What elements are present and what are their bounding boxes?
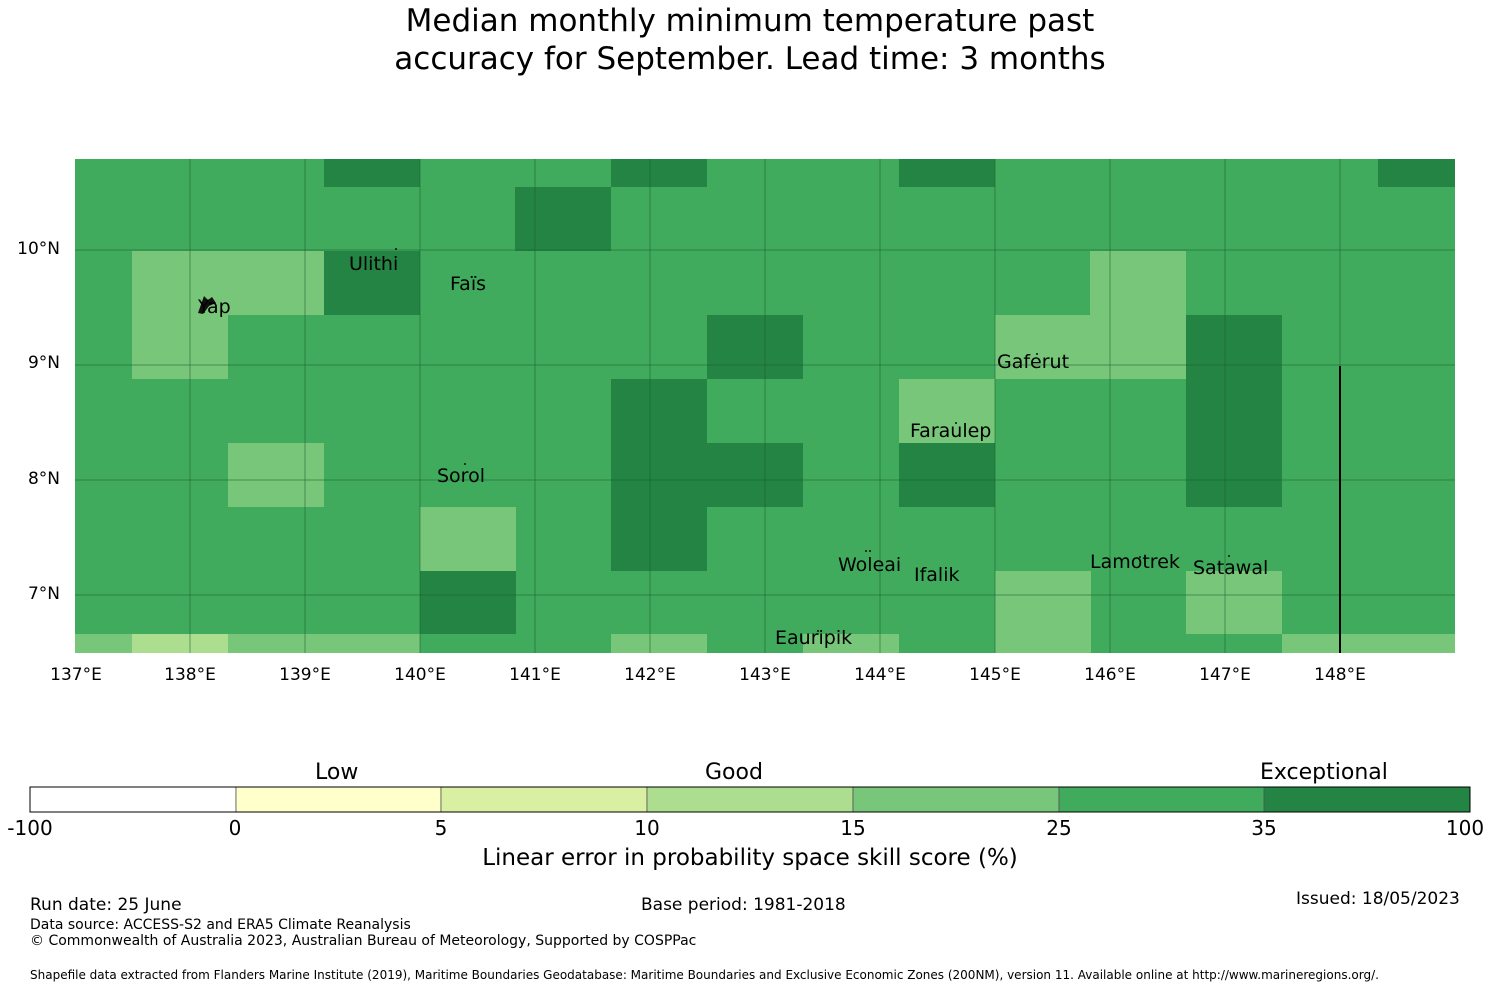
skill-cell-good-mid [132,251,324,315]
graticule [75,159,1455,653]
skill-cell-exceptional-dark [707,315,803,379]
run-date: Run date: 25 June [30,895,182,915]
colorbar [29,786,1471,813]
woleai-island-dot [865,550,867,552]
lon-label-142e: 142°E [624,665,676,685]
skill-cell-good-mid [899,379,995,443]
faraulep-island-dot [955,422,957,424]
colorbar-frame [29,786,1471,813]
colorbar-bin [235,786,442,813]
place-sorol: Sorol [437,465,485,487]
skill-cell-good-mid [1090,251,1186,315]
place-ifalik: Ifalik [914,564,960,586]
skill-cell-good-mid [420,507,516,571]
lon-label-137e: 137°E [50,665,102,685]
legend-category-exceptional: Exceptional [1260,760,1388,785]
colorbar-bin [1058,786,1265,813]
legend-category-low: Low [315,760,359,785]
title-line-1: Median monthly minimum temperature past [405,3,1095,39]
lon-label-140e: 140°E [394,665,446,685]
skill-cell-exceptional-dark [611,159,707,187]
skill-cell-exceptional-dark [899,159,995,187]
data-source: Data source: ACCESS-S2 and ERA5 Climate … [30,917,411,933]
skill-cell-good-mid [75,634,132,653]
lon-label-138e: 138°E [164,665,216,685]
skill-cell-exceptional-dark [1186,315,1282,507]
island-marks [198,248,1230,632]
place-ulithi: Ulithi [349,253,399,275]
colorbar-tick: 10 [634,816,660,840]
chart-title: Median monthly minimum temperature past … [0,2,1500,78]
skill-cell-exceptional-dark [707,443,803,507]
skill-cell-good-mid [803,634,899,653]
title-line-2: accuracy for September. Lead time: 3 mon… [394,41,1106,77]
colorbar-tick: 100 [1445,816,1485,840]
colorbar-bin [1263,786,1471,813]
skill-cell-good-low [132,634,228,653]
place-faraulep: Faraulep [910,420,992,442]
ulithi-island-dot [395,248,397,250]
skill-cell-good-mid [995,315,1187,379]
lat-label-9n: 9°N [27,353,60,373]
colorbar-tick: 35 [1251,816,1277,840]
skill-cell-good-mid [611,634,707,653]
copyright: © Commonwealth of Australia 2023, Austra… [30,933,697,949]
lon-label-146e: 146°E [1084,665,1136,685]
colorbar-tick: -100 [7,816,53,840]
colorbar-tick: 5 [434,816,448,840]
sorol-island-dot [464,463,466,465]
base-period: Base period: 1981-2018 [641,895,846,915]
lon-label-144e: 144°E [854,665,906,685]
place-gaferut: Gaferut [997,351,1070,373]
lat-label-8n: 8°N [27,469,60,489]
skill-cell-exceptional-dark [611,379,707,571]
shapefile-credit: Shapefile data extracted from Flanders M… [30,968,1379,982]
place-eauripik: Eauripik [775,627,853,649]
place-yap: Yap [198,296,231,318]
skill-cell-good-mid [132,315,228,379]
lon-label-141e: 141°E [509,665,561,685]
satawal-island-dot [1228,555,1230,557]
lon-label-148e: 148°E [1314,665,1366,685]
skill-cell-good-mid [1282,634,1455,653]
skill-cell-exceptional-dark [420,571,516,634]
skill-cell-good-mid [228,634,420,653]
place-woleai: Woleai [838,554,902,576]
colorbar-bin [29,786,237,813]
skill-cell-exceptional-dark [899,443,995,507]
skill-cell-exceptional-dark [1378,159,1455,187]
place-lamotrek: Lamotrek [1090,551,1180,573]
lamotrek-island-dot [1139,556,1141,558]
colorbar-tick: 15 [840,816,866,840]
lon-label-143e: 143°E [739,665,791,685]
colorbar-bin [440,786,648,813]
colorbar-tick: 0 [228,816,242,840]
colorbar-bin [852,786,1060,813]
skill-cell-good-mid [995,571,1091,653]
yap-island-shape [198,296,216,314]
place-fais: Faïs [450,273,487,295]
skill-cell-good-mid [1186,571,1282,634]
lon-label-145e: 145°E [969,665,1021,685]
skill-cell-good-mid [228,443,324,507]
skill-cell-exceptional-dark [324,251,420,315]
eauripik-island-dot [817,630,819,632]
colorbar-title: Linear error in probability space skill … [482,845,1018,871]
colorbar-tick: 25 [1046,816,1072,840]
woleai-island-dot-2 [869,550,871,552]
legend-category-good: Good [705,760,763,785]
lon-label-147e: 147°E [1199,665,1251,685]
skill-cell-exceptional-dark [324,159,420,187]
skill-cell-exceptional-dark [515,187,611,251]
lat-label-7n: 7°N [27,584,60,604]
gaferut-island-dot [1036,353,1038,355]
place-satawal: Satawal [1193,557,1269,579]
lat-label-10n: 10°N [17,239,60,259]
issued-date: Issued: 18/05/2023 [1296,889,1460,909]
lon-label-139e: 139°E [279,665,331,685]
colorbar-bin [646,786,854,813]
